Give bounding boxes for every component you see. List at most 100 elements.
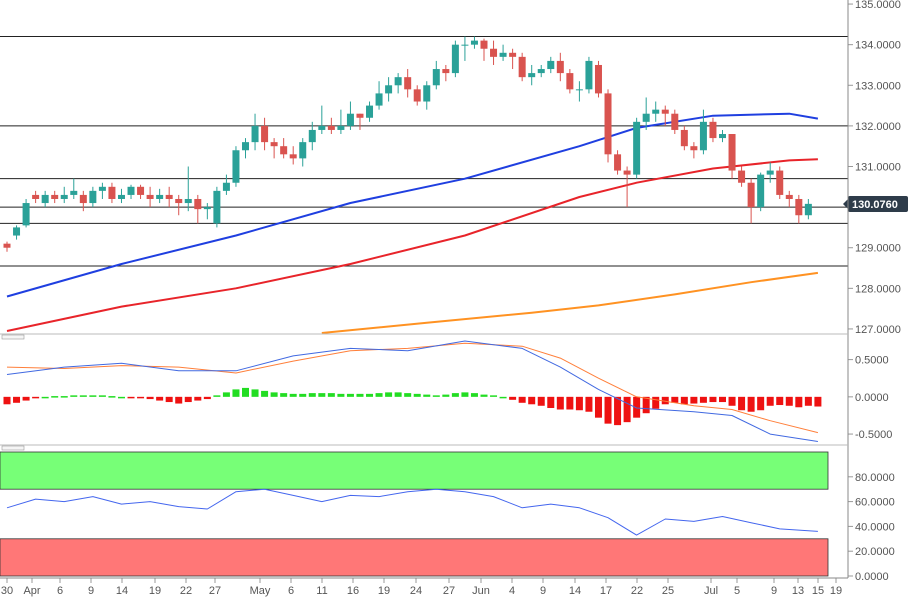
macd-histogram-bar [642, 396, 650, 414]
candle-body [70, 190, 78, 195]
candle-body [728, 134, 736, 171]
candle-body [32, 194, 40, 199]
price-y-tick-label: 128.0000 [855, 283, 901, 295]
candle-body [222, 182, 230, 191]
macd-histogram-bar [633, 396, 641, 418]
macd-panel: 0.5000 0.0000 -0.5000 [1, 334, 892, 442]
macd-y-tick-label: 0.0000 [855, 392, 889, 404]
macd-histogram-bar [213, 395, 221, 397]
candle-body [375, 93, 383, 106]
macd-histogram-bar [470, 393, 478, 397]
macd-histogram-bar [41, 396, 49, 399]
macd-histogram-bar [13, 396, 21, 403]
macd-histogram-bar [194, 396, 202, 401]
macd-histogram-bar [528, 396, 536, 405]
candle-body [785, 194, 793, 199]
macd-histogram-bar [432, 395, 440, 397]
macd-histogram-bar [757, 396, 765, 411]
candle-body [633, 121, 641, 175]
macd-histogram-bar [661, 396, 669, 405]
rsi-y-tick-label: 40.0000 [855, 521, 895, 533]
macd-histogram-bar [814, 396, 822, 407]
macd-histogram-bar [795, 396, 803, 408]
macd-histogram-bar [413, 393, 421, 397]
candle-body [98, 186, 106, 191]
candle-body [461, 44, 469, 46]
macd-histogram-bar [60, 396, 68, 398]
macd-histogram-bar [652, 396, 660, 409]
macd-histogram-bar [346, 393, 354, 397]
rsi-y-tick-label: 20.0000 [855, 546, 895, 558]
x-axis: 30 Apr 6 9 14 19 22 27 May 6 11 16 19 24 27 Jun 4 9 14 17 22… [1, 578, 842, 597]
macd-histogram-bar [203, 396, 211, 400]
macd-panel-handle[interactable] [1, 334, 25, 340]
candle-body [528, 73, 536, 78]
rsi-panel-handle[interactable] [1, 445, 25, 451]
candle-body [194, 198, 202, 210]
candle-body [680, 129, 688, 147]
candle-body [117, 194, 125, 199]
candle-body [251, 125, 259, 143]
candle-body [738, 170, 746, 183]
macd-histogram-bar [556, 396, 564, 410]
rsi-y-tick-label: 0.0000 [855, 571, 889, 583]
candle-body [41, 194, 49, 204]
candle-body [795, 198, 803, 216]
macd-histogram-bar [127, 396, 135, 399]
candle-body [470, 40, 478, 45]
rsi-panel: 80.0000 60.0000 40.0000 20.0000 0.0000 [0, 445, 895, 583]
macd-histogram-bar [719, 396, 726, 403]
macd-histogram-bar [175, 396, 183, 404]
candle-body [804, 203, 812, 216]
rsi-y-tick-label: 80.0000 [855, 472, 895, 484]
x-tick-label: 14 [116, 585, 128, 597]
rsi-line [6, 488, 818, 536]
candle-body [327, 125, 335, 130]
rsi-oversold-zone [0, 538, 829, 577]
macd-line [6, 340, 818, 442]
macd-histogram-bar [423, 394, 431, 397]
macd-histogram-bar [480, 394, 488, 397]
candle-body [499, 52, 507, 57]
macd-histogram-bar [289, 393, 297, 397]
candle-body [575, 89, 583, 91]
price-y-tick-label: 132.0000 [855, 121, 901, 133]
macd-histogram-bar [375, 393, 383, 397]
macd-histogram-bar [3, 396, 11, 405]
macd-histogram-bar [242, 387, 249, 397]
candle-body [404, 77, 412, 90]
candle-body [747, 182, 755, 208]
candle-body [232, 150, 240, 183]
candle-body [165, 194, 173, 199]
candle-body [719, 134, 726, 139]
candle-body [652, 109, 660, 114]
macd-histogram-bar [566, 396, 574, 410]
x-tick-label: 11 [316, 585, 327, 597]
candle-body [261, 125, 269, 143]
macd-histogram-bar [98, 395, 106, 397]
macd-histogram-bar [79, 395, 87, 397]
macd-histogram-bar [699, 396, 707, 403]
candle-body [585, 60, 593, 90]
x-tick-label: 30 [1, 585, 13, 597]
candle-body [642, 113, 650, 122]
candle-body [690, 146, 698, 151]
x-tick-label: 5 [734, 585, 740, 597]
macd-histogram-bar [709, 396, 717, 403]
x-tick-label: 17 [600, 585, 612, 597]
candle-body [308, 129, 316, 143]
macd-histogram-bar [461, 392, 469, 397]
x-tick-label: 27 [209, 585, 221, 597]
x-tick-label: 24 [410, 585, 422, 597]
macd-signal-line [6, 342, 819, 434]
candle-body [156, 194, 164, 199]
candle-body [137, 186, 145, 195]
candle-body [709, 121, 717, 139]
candle-body [451, 44, 459, 74]
candle-body [146, 194, 154, 199]
macd-y-tick-label: 0.5000 [855, 355, 889, 367]
macd-histogram-bar [518, 396, 526, 403]
macd-histogram-bar [680, 396, 688, 405]
